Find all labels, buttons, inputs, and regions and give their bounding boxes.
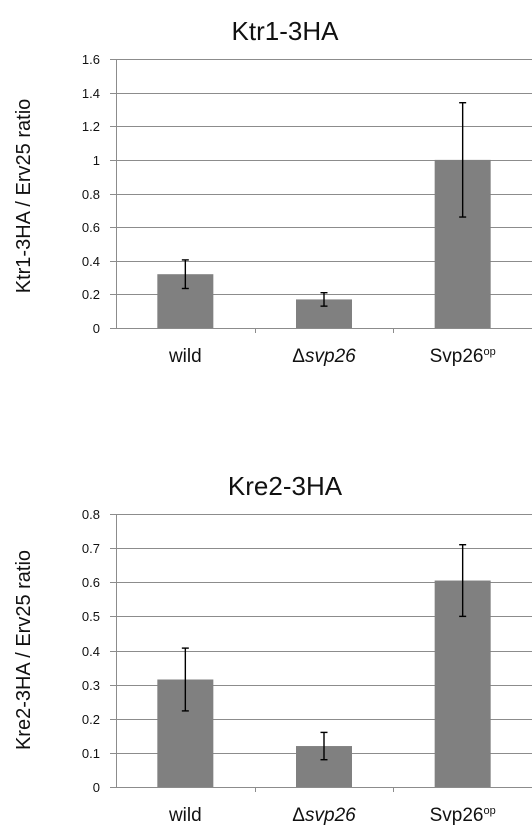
y-tick-label: 1.2 — [82, 119, 100, 134]
category-label: Δsvp26 — [292, 346, 356, 367]
y-tick-label: 0.7 — [82, 541, 100, 556]
y-tick-labels: 0 0.1 0.2 0.3 0.4 0.5 0.6 0.7 0.8 — [82, 507, 100, 795]
category-label-main: wild — [168, 346, 202, 367]
y-axis-label: Kre2-3HA / Erv25 ratio — [13, 550, 35, 750]
y-tick-label: 0.4 — [82, 254, 100, 269]
category-label: Δsvp26 — [292, 805, 356, 826]
error-bar — [181, 259, 189, 290]
y-tick-label: 0 — [93, 780, 100, 795]
y-tick-label: 0.4 — [82, 644, 100, 659]
y-tick-label: 0.6 — [82, 220, 100, 235]
category-label-main: Svp26 — [430, 346, 484, 367]
category-label: wild — [168, 346, 202, 367]
chart-ktr1: Ktr1-3HA Ktr1-3HA / Erv25 ratio 00.20.40… — [13, 16, 532, 367]
y-tick-label: 1 — [93, 153, 100, 168]
y-tick-label: 0.8 — [82, 507, 100, 522]
chart-title: Kre2-3HA — [228, 471, 343, 501]
category-labels: wild Δsvp26 Svp26op — [168, 346, 496, 367]
y-tick-label: 0.1 — [82, 746, 100, 761]
y-tick-label: 0.5 — [82, 609, 100, 624]
y-tick-label: 0.8 — [82, 187, 100, 202]
error-bar — [320, 731, 328, 761]
error-bar — [181, 647, 189, 712]
category-label-prefix: Δ — [292, 346, 305, 367]
y-tick-label: 0.6 — [82, 575, 100, 590]
category-label: Svp26op — [430, 805, 496, 826]
error-bars — [181, 102, 467, 307]
category-label: wild — [168, 805, 202, 826]
category-label-superscript: op — [483, 805, 495, 817]
category-labels: wild Δsvp26 Svp26op — [168, 805, 496, 826]
error-bar — [459, 544, 467, 618]
y-tick-label: 1.6 — [82, 52, 100, 67]
y-tick-label: 0 — [93, 321, 100, 336]
y-tick-label: 1.4 — [82, 86, 100, 101]
bars — [157, 159, 491, 328]
category-label-main: Svp26 — [430, 805, 484, 826]
y-axis-label: Ktr1-3HA / Erv25 ratio — [13, 99, 35, 294]
y-tick-label: 0.2 — [82, 712, 100, 727]
error-bar — [320, 291, 328, 307]
category-label-prefix: Δ — [292, 805, 305, 826]
y-tick-label: 0.3 — [82, 678, 100, 693]
chart-kre2: Kre2-3HA Kre2-3HA / Erv25 ratio 00.10.20… — [13, 471, 532, 826]
category-label-superscript: op — [483, 346, 495, 358]
error-bars — [181, 544, 467, 761]
category-label: Svp26op — [430, 346, 496, 367]
category-label-main: svp26 — [305, 346, 356, 367]
category-label-main: svp26 — [305, 805, 356, 826]
error-bar — [459, 102, 467, 218]
y-tick-labels: 0 0.2 0.4 0.6 0.8 1 1.2 1.4 1.6 — [82, 52, 100, 336]
chart-title: Ktr1-3HA — [232, 16, 340, 46]
category-label-main: wild — [168, 805, 202, 826]
y-tick-label: 0.2 — [82, 287, 100, 302]
